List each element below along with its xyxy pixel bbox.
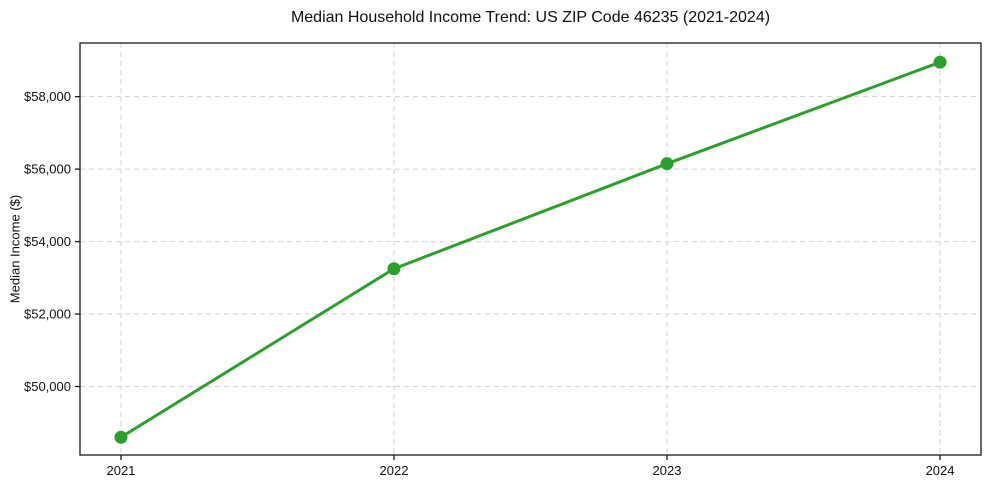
chart-title: Median Household Income Trend: US ZIP Co… (290, 9, 771, 26)
y-tick-label: $52,000 (24, 307, 71, 322)
x-tick-label: 2021 (106, 463, 135, 478)
x-tick-label: 2023 (653, 463, 682, 478)
trend-line (119, 60, 942, 439)
y-tick-label: $54,000 (24, 234, 71, 249)
plot-border (79, 42, 982, 456)
x-tick-label: 2022 (380, 463, 409, 478)
y-tick-label: $50,000 (24, 379, 71, 394)
data-point-2022 (387, 262, 401, 276)
y-tick-label: $56,000 (24, 162, 71, 177)
data-point-2023 (660, 157, 674, 171)
y-tick-label: $58,000 (24, 89, 71, 104)
data-point-2024 (933, 55, 947, 69)
x-tick-label: 2024 (926, 463, 955, 478)
data-point-2021 (114, 430, 128, 444)
y-axis-label: Median Income ($) (7, 194, 23, 304)
